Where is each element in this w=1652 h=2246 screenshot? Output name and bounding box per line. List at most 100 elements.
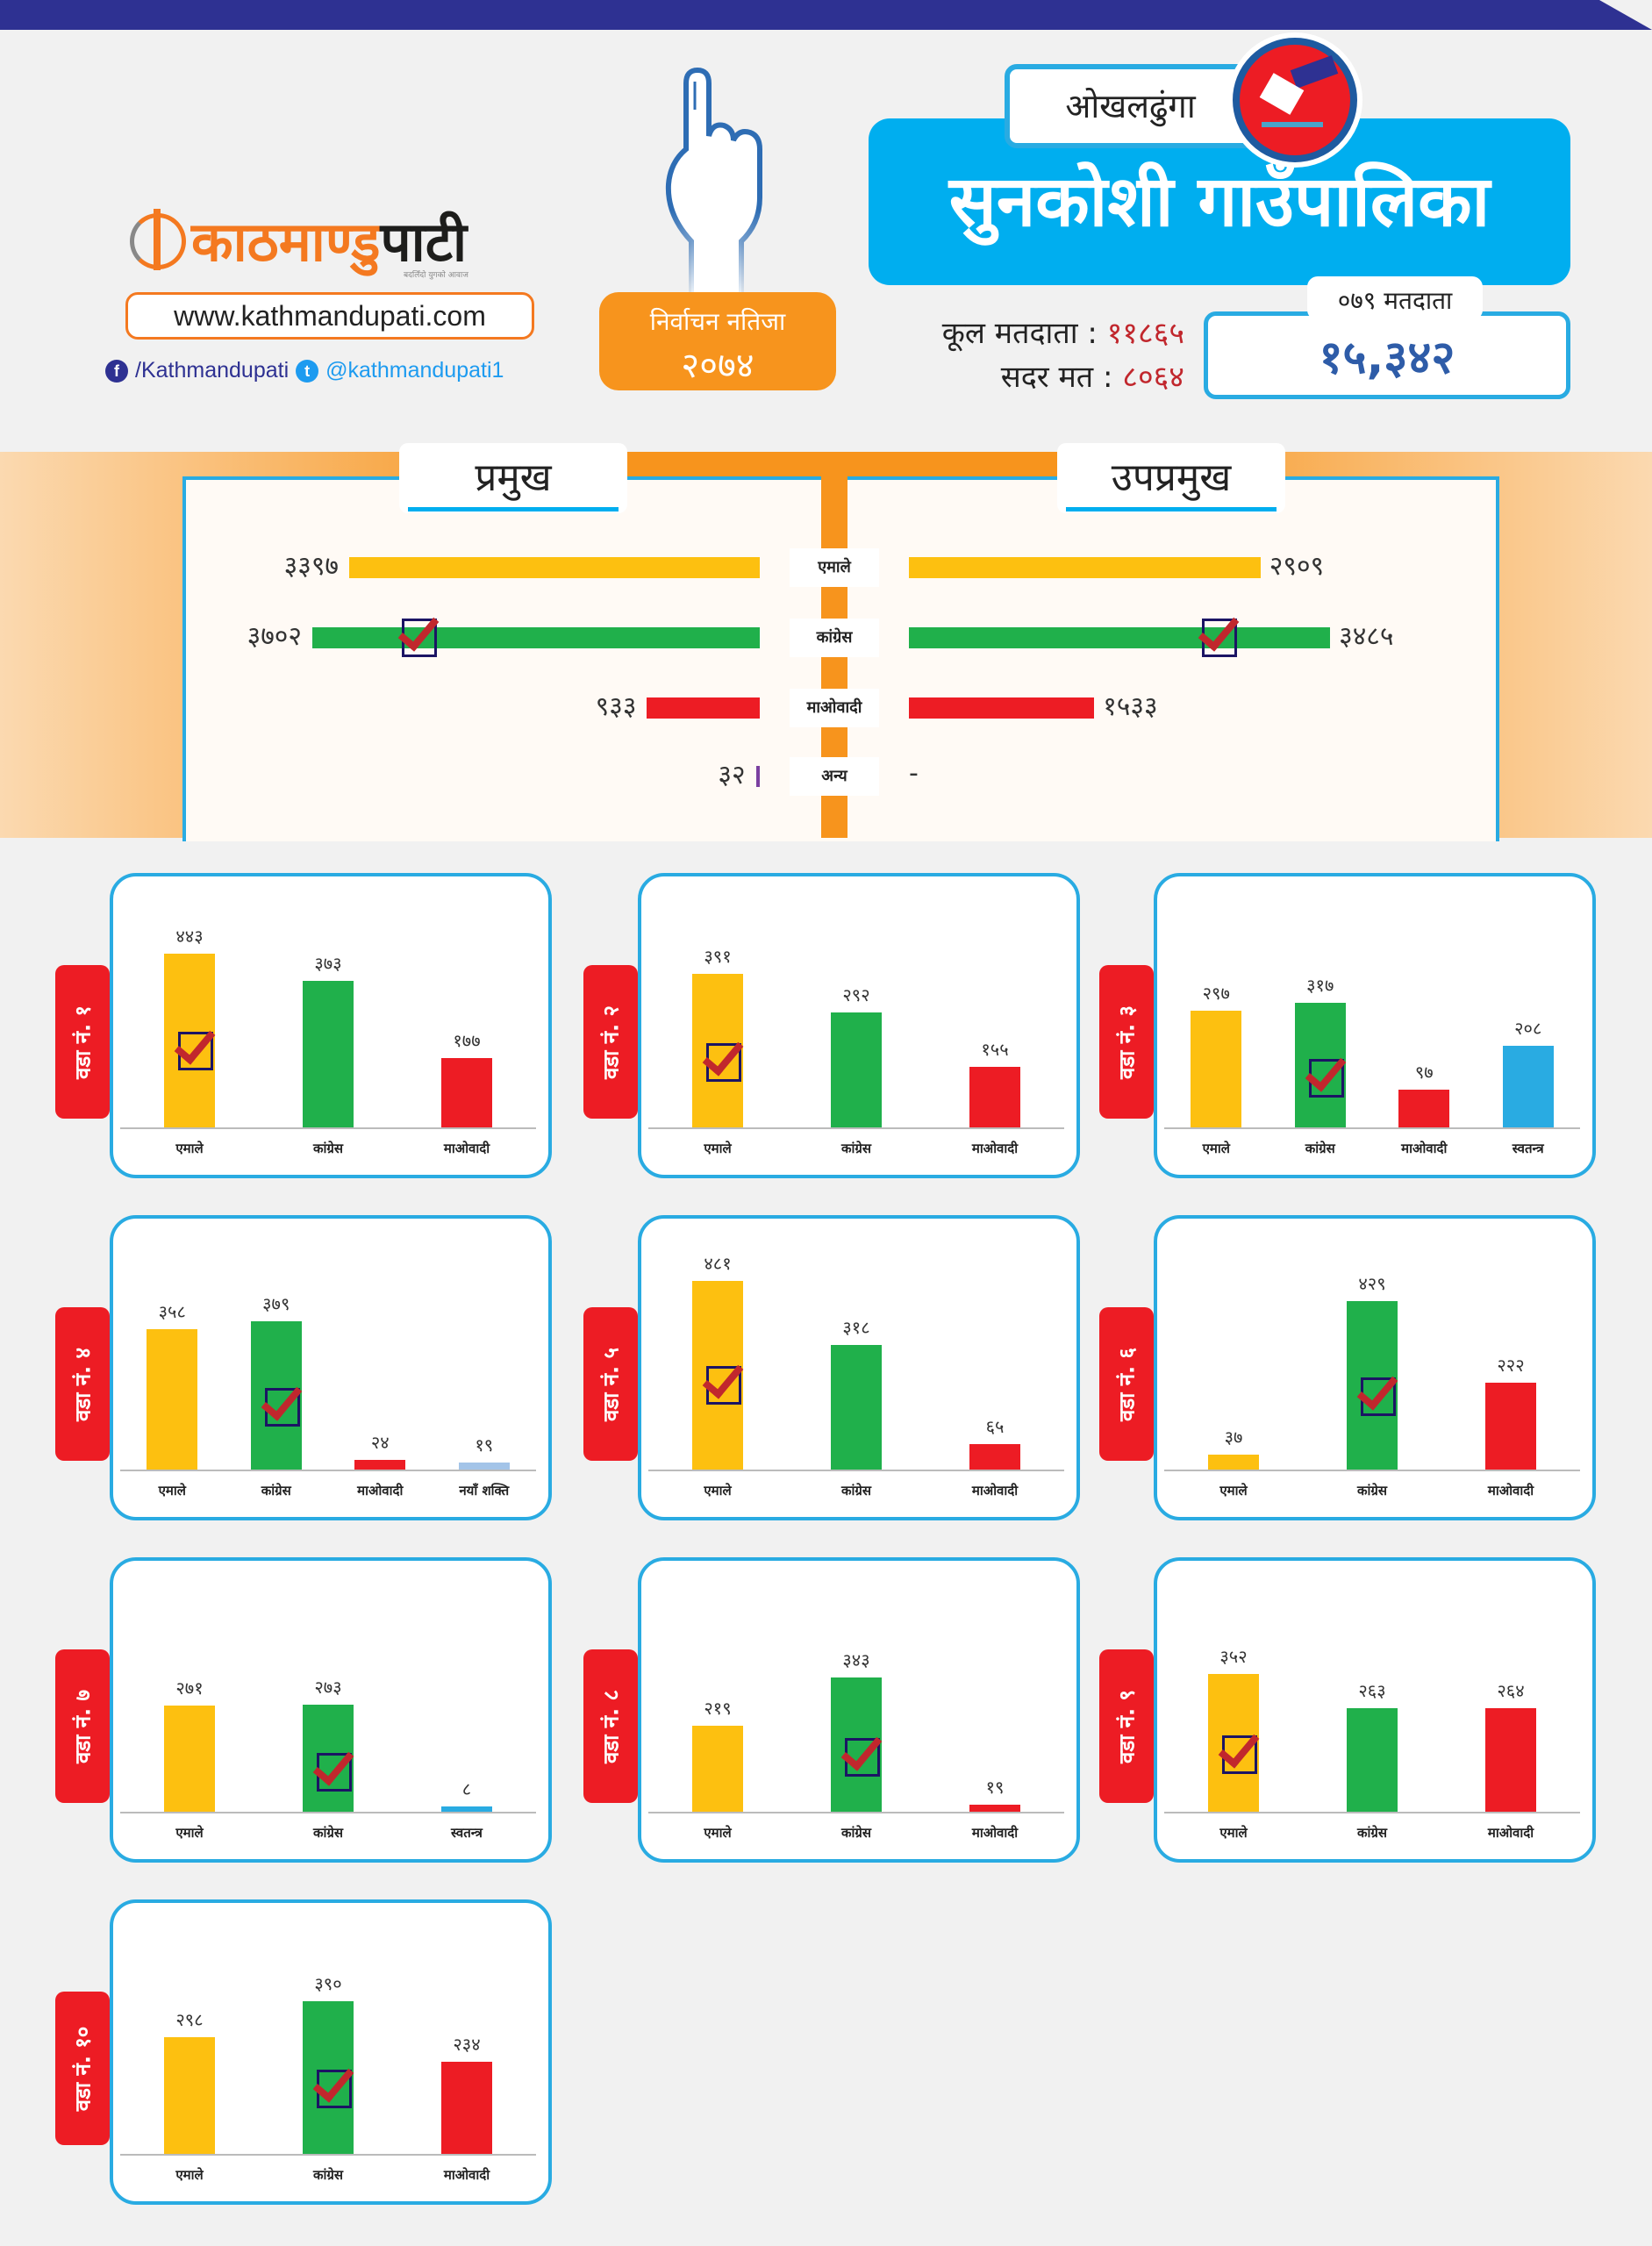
ward-title: वडा नं. १० (70, 2026, 96, 2111)
winner-check-icon (264, 1387, 300, 1427)
bar (831, 1344, 882, 1470)
x-tick-label: एमाले (1219, 1483, 1248, 1499)
bar-value-label: ३५२ (1219, 1645, 1248, 1667)
globe-icon (130, 209, 186, 270)
deputy-heading-text: उपप्रमुख (1111, 455, 1232, 500)
party-label: एमाले (790, 548, 879, 587)
badge-title: निर्वाचन नतिजा (649, 307, 786, 336)
bar (164, 2036, 215, 2154)
total-voters-label: कूल मतदाता : (941, 316, 1098, 351)
ward-title: वडा नं. ५ (598, 1347, 624, 1421)
x-axis (120, 2154, 536, 2156)
bar (692, 1726, 743, 1812)
x-tick-label: माओवादी (1487, 1825, 1534, 1841)
twitter-handle[interactable]: @kathmandupati1 (325, 358, 504, 383)
mayor-bar-label: ९३३ (595, 691, 637, 722)
mayor-heading-text: प्रमुख (475, 455, 552, 500)
x-tick-label: एमाले (175, 1825, 204, 1841)
x-tick-label: माओवादी (971, 1483, 1019, 1499)
bar (969, 1804, 1020, 1812)
bar-value-label: ३९० (314, 1972, 342, 1994)
winner-check-icon (706, 1365, 741, 1405)
x-tick-label: कांग्रेस (312, 1825, 343, 1841)
website-link[interactable]: www.kathmandupati.com (125, 292, 534, 340)
ward-tag: वडा नं. ५ (583, 1307, 638, 1461)
bar (354, 1460, 406, 1470)
voting-finger-icon (665, 67, 762, 303)
bar-value-label: ४८१ (704, 1253, 732, 1274)
ward-title: वडा नं. ७ (70, 1689, 96, 1763)
deputy-bar-label: - (909, 758, 919, 789)
bar-value-label: १७७ (453, 1029, 481, 1051)
voters-079-value: १५,३४२ (1319, 332, 1455, 384)
bar-value-label: ३१८ (842, 1316, 870, 1338)
party-label: अन्य (790, 757, 879, 796)
bar (441, 2062, 492, 2154)
badge-year: २०७४ (681, 346, 754, 386)
x-tick-label: कांग्रेस (312, 2167, 343, 2183)
ward-tag: वडा नं. १ (55, 965, 110, 1119)
bar-value-label: २१९ (704, 1698, 732, 1720)
district-name: ओखलढुंगा (1005, 64, 1256, 148)
x-tick-label: माओवादी (1487, 1483, 1534, 1499)
bar-value-label: ८ (461, 1778, 472, 1799)
bar (1485, 1707, 1536, 1812)
logo-tagline: बदलिँदो युगको आवाज (404, 271, 468, 280)
bar (1208, 1455, 1259, 1470)
bar-value-label: ३७९ (262, 1292, 290, 1314)
deputy-bar (909, 697, 1095, 719)
bar (1191, 1011, 1242, 1127)
deputy-bar-label: ३४८५ (1339, 621, 1394, 652)
bar (831, 1012, 882, 1127)
bar-value-label: ४४३ (175, 925, 204, 947)
x-tick-label: नयाँ शक्ति (459, 1483, 510, 1499)
x-tick-label: एमाले (704, 1825, 732, 1841)
bar-value-label: १५५ (981, 1038, 1009, 1060)
mayor-bar (349, 557, 760, 578)
ward-title: वडा नं. ६ (1114, 1347, 1140, 1421)
top-banner (0, 0, 1652, 30)
winner-check-icon (1361, 1377, 1396, 1416)
bar (441, 1057, 492, 1127)
ward-title: वडा नं. २ (598, 1005, 624, 1079)
x-axis (120, 1812, 536, 1813)
bar-value-label: १९ (475, 1434, 494, 1456)
x-axis (1164, 1812, 1580, 1813)
facebook-icon: f (105, 359, 128, 383)
bar (458, 1462, 510, 1470)
x-tick-label: माओवादी (357, 1483, 404, 1499)
bar-value-label: ९७ (1414, 1061, 1434, 1083)
winner-check-icon (317, 1752, 352, 1792)
voters-079-box: १५,३४२ (1204, 311, 1570, 399)
bar (303, 981, 354, 1127)
bar-value-label: २४ (370, 1432, 390, 1454)
mayor-bar-label: ३३९७ (283, 551, 340, 582)
x-tick-label: माओवादी (1401, 1141, 1448, 1156)
voter-stats: कूल मतदाता : ११८६५ सदर मत : ८०६४ (869, 311, 1184, 399)
bar-value-label: ४२९ (1358, 1273, 1386, 1295)
bar-value-label: ३७३ (314, 953, 342, 975)
bar (147, 1328, 198, 1470)
ward-tag: वडा नं. ६ (1099, 1307, 1154, 1461)
voters-079-label: ०७९ मतदाता (1307, 276, 1483, 320)
twitter-icon: t (296, 359, 319, 383)
deputy-bar (909, 557, 1261, 578)
x-tick-label: माओवादी (443, 2167, 490, 2183)
x-tick-label: एमाले (704, 1141, 732, 1156)
mayor-bar (755, 766, 760, 787)
bar-value-label: ३७ (1224, 1427, 1243, 1448)
ward-tag: वडा नं. ८ (583, 1649, 638, 1803)
bar (164, 1705, 215, 1812)
x-axis (648, 1470, 1064, 1471)
facebook-handle[interactable]: /Kathmandupati (135, 358, 290, 383)
bar (1485, 1382, 1536, 1470)
ward-tag: वडा नं. १० (55, 1992, 110, 2145)
bar-value-label: २९७ (1202, 983, 1230, 1005)
x-tick-label: एमाले (1202, 1141, 1230, 1156)
x-axis (1164, 1127, 1580, 1129)
ward-tag: वडा नं. ९ (1099, 1649, 1154, 1803)
social-links: f /Kathmandupati t @kathmandupati1 (105, 358, 504, 383)
x-axis (120, 1470, 536, 1471)
winner-check-icon (1308, 1059, 1344, 1098)
x-tick-label: एमाले (175, 1141, 204, 1156)
